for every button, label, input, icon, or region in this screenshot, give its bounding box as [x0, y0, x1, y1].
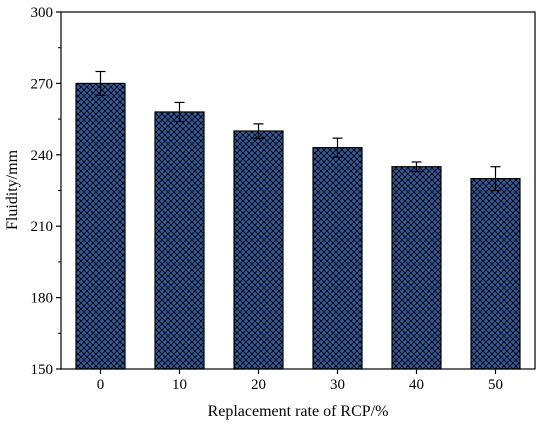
y-tick-label-270: 270: [31, 76, 54, 92]
bar-0: [75, 82, 126, 370]
y-axis: 150 180 210 240 270 300: [31, 5, 61, 378]
error-bars-group: [95, 70, 501, 192]
y-axis-title: Fluidity/mm: [4, 149, 21, 230]
bar-50: [470, 178, 521, 370]
x-tick-label-20: 20: [251, 377, 266, 393]
bars-group: [75, 82, 521, 370]
y-tick-label-180: 180: [31, 291, 54, 307]
x-tick-label-0: 0: [97, 377, 105, 393]
x-tick-label-50: 50: [488, 377, 503, 393]
bar-20: [233, 130, 284, 370]
x-tick-label-40: 40: [409, 377, 424, 393]
bar-30: [312, 147, 363, 370]
plot-frame: [60, 11, 536, 370]
bar-10: [154, 111, 205, 370]
y-tick-label-300: 300: [31, 5, 54, 21]
bar-40: [391, 166, 442, 370]
x-axis: 0 10 20 30 40 50: [97, 369, 503, 393]
x-axis-title: Replacement rate of RCP/%: [208, 403, 389, 420]
y-tick-label-210: 210: [31, 219, 54, 235]
y-tick-label-240: 240: [31, 148, 54, 164]
x-tick-label-10: 10: [172, 377, 187, 393]
y-tick-label-150: 150: [31, 362, 54, 378]
x-tick-label-30: 30: [330, 377, 345, 393]
